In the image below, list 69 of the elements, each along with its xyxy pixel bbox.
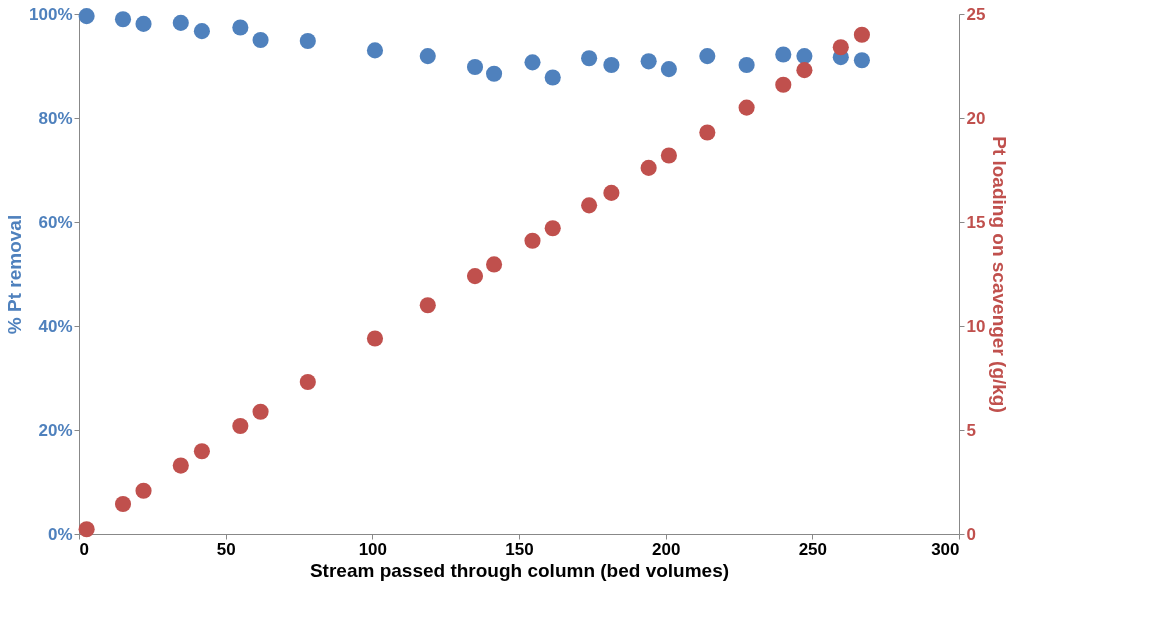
point [796, 48, 813, 65]
point [78, 8, 95, 25]
point [172, 457, 189, 474]
point [172, 14, 189, 31]
y-axis-title: % Pt removal [4, 214, 26, 335]
x-axis-title: Stream passed through column (bed volumes) [309, 559, 730, 581]
x-tick-label: 250 [798, 539, 828, 559]
point [660, 147, 677, 164]
point [853, 52, 870, 69]
y2-tick-label: 10 [966, 316, 986, 336]
point [252, 403, 269, 420]
point [524, 232, 541, 249]
point [135, 15, 152, 32]
point [660, 61, 677, 78]
y-tick-label: 60% [38, 212, 73, 232]
point [299, 32, 316, 50]
y2-axis-title: Pt loading on scavenger (g/kg) [989, 136, 1011, 413]
point [419, 48, 436, 65]
point [486, 256, 503, 273]
y-tick-label: 100% [29, 4, 73, 24]
y-tick-label: 80% [38, 108, 73, 128]
y2-tick-label: 15 [966, 212, 986, 232]
point [232, 19, 249, 36]
point [853, 26, 870, 43]
point [640, 159, 657, 176]
point [466, 58, 484, 76]
point [544, 220, 561, 237]
point [232, 418, 249, 435]
point [699, 48, 716, 65]
point [699, 124, 716, 141]
point [466, 268, 484, 285]
x-tick-label: 300 [931, 539, 960, 559]
x-tick-label: 200 [651, 539, 681, 559]
point [603, 56, 620, 74]
y2-tick-label: 20 [966, 108, 986, 128]
point [78, 521, 95, 538]
point [299, 373, 316, 390]
point [114, 11, 132, 28]
y2-tick-label: 0 [966, 524, 976, 544]
point [135, 482, 152, 499]
point [114, 496, 132, 513]
point [738, 56, 755, 74]
point [640, 53, 657, 70]
point [581, 197, 598, 214]
x-tick-label: 0 [79, 539, 89, 559]
point [775, 46, 792, 63]
y-tick-label: 20% [38, 420, 73, 440]
point [486, 65, 503, 82]
y2-tick-label: 5 [966, 420, 976, 440]
y-tick-label: 0% [47, 524, 73, 544]
point [193, 443, 210, 460]
point [603, 184, 620, 201]
point [775, 76, 792, 93]
point [796, 62, 813, 79]
point [193, 23, 210, 40]
point [366, 330, 384, 347]
point [738, 99, 755, 116]
point [366, 42, 384, 59]
x-tick-label: 50 [216, 539, 236, 559]
point [419, 297, 436, 314]
x-tick-label: 100 [358, 539, 388, 559]
point [252, 31, 269, 49]
point [544, 69, 561, 86]
y2-tick-label: 25 [966, 4, 986, 24]
point [524, 54, 541, 71]
point [832, 39, 849, 56]
point [581, 50, 598, 67]
x-tick-label: 150 [505, 539, 534, 559]
y-tick-label: 40% [38, 316, 73, 336]
